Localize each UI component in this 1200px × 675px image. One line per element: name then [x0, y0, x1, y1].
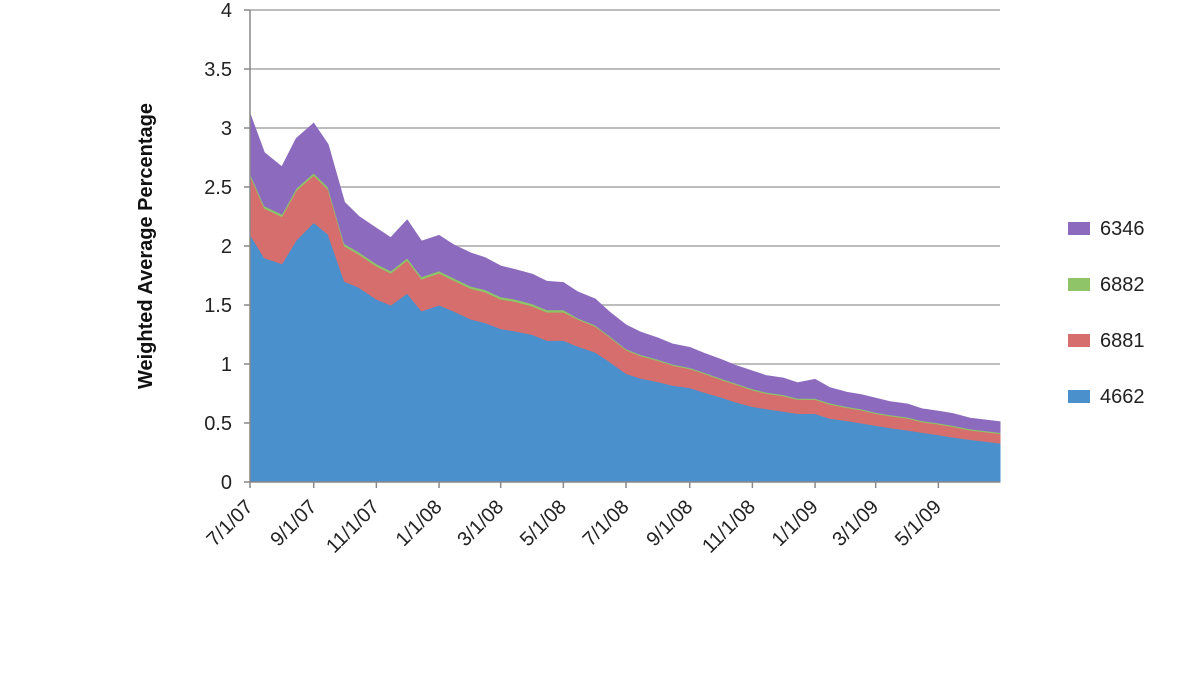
y-tick-label: 0.5: [204, 413, 232, 435]
legend-label-6881: 6881: [1100, 330, 1145, 352]
x-tick-label: 9/1/08: [642, 496, 697, 551]
y-tick-label: 1: [221, 354, 232, 376]
x-tick-label: 3/1/08: [453, 496, 508, 551]
x-tick-label: 11/1/07: [322, 496, 384, 558]
y-axis-ticks: 0 0.5 1 1.5 2 2.5 3 3.5 4: [204, 0, 250, 494]
area-series-group: [249, 113, 1001, 483]
y-tick-label: 0: [221, 472, 232, 494]
legend-label-6882: 6882: [1100, 274, 1145, 296]
y-tick-label: 3.5: [204, 59, 232, 81]
legend-label-4662: 4662: [1100, 386, 1145, 408]
y-tick-label: 1.5: [204, 295, 232, 317]
y-tick-label: 3: [221, 118, 232, 140]
y-tick-label: 2: [221, 236, 232, 258]
legend: 6346 6882 6881 4662: [1068, 218, 1145, 408]
legend-swatch-6881: [1068, 334, 1090, 347]
x-tick-label: 1/1/09: [768, 496, 823, 551]
x-tick-label: 7/1/08: [579, 496, 634, 551]
legend-swatch-6882: [1068, 278, 1090, 291]
legend-swatch-6346: [1068, 222, 1090, 235]
x-tick-label: 5/1/08: [516, 496, 571, 551]
x-tick-label: 1/1/08: [392, 496, 447, 551]
legend-swatch-4662: [1068, 390, 1090, 403]
x-tick-label: 11/1/08: [698, 496, 760, 558]
x-tick-label: 3/1/09: [828, 496, 883, 551]
legend-label-6346: 6346: [1100, 218, 1145, 240]
x-tick-label: 5/1/09: [891, 496, 946, 551]
x-axis-ticks: 7/1/07 9/1/07 11/1/07 1/1/08 3/1/08 5/1/08 7/1…: [203, 482, 946, 558]
y-axis-title: Weighted Average Percentage: [135, 103, 157, 389]
y-tick-label: 2.5: [204, 177, 232, 199]
x-tick-label: 9/1/07: [266, 496, 321, 551]
area-series-6346: [249, 113, 1001, 434]
y-tick-label: 4: [221, 0, 232, 22]
x-tick-label: 7/1/07: [203, 496, 258, 551]
